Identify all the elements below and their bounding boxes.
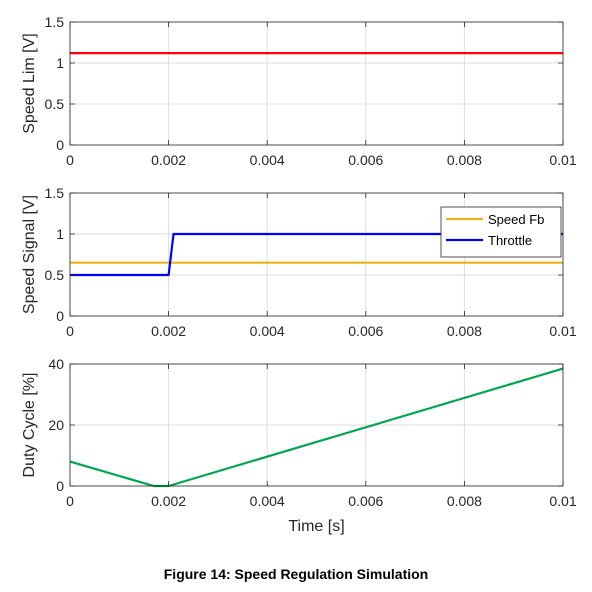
x-tick-label: 0.008 (447, 493, 482, 509)
y-tick-label: 1.5 (45, 14, 65, 30)
y-tick-label: 1.5 (45, 185, 65, 201)
x-tick-label: 0.002 (151, 493, 186, 509)
x-tick-label: 0.004 (250, 493, 285, 509)
subplot-3: 0 0.002 0.004 0.006 0.008 0.01 0 20 40 Duty Cycle… (21, 356, 577, 535)
x-tick-label: 0.002 (151, 152, 186, 168)
y-tick-label: 20 (48, 417, 64, 433)
y-tick-label: 1 (56, 226, 64, 242)
legend-label: Throttle (488, 233, 532, 248)
y-tick-label: 40 (48, 356, 64, 372)
x-tick-label: 0.01 (549, 493, 576, 509)
series-line-1 (69, 367, 564, 488)
x-tick-label: 0.006 (348, 323, 383, 339)
x-tick-label: 0 (66, 152, 74, 168)
y-tick-label: 0.5 (45, 96, 65, 112)
axes-box (69, 21, 564, 146)
legend-box (440, 206, 562, 258)
y-tick-label: 0 (56, 137, 64, 153)
legend-label: Speed Fb (488, 212, 544, 227)
axes-box (69, 192, 564, 317)
x-tick-label: 0.008 (447, 152, 482, 168)
legend: Speed Fb Throttle (440, 206, 562, 258)
y-tick-label: 0 (56, 478, 64, 494)
subplot-1: 0 0.002 0.004 0.006 0.008 0.01 0 0.5 1 1.5 Speed L… (21, 14, 577, 168)
x-tick-label: 0.01 (549, 152, 576, 168)
x-tick-label: 0.004 (250, 323, 285, 339)
x-tick-label: 0 (66, 323, 74, 339)
x-tick-label: 0.01 (549, 323, 576, 339)
x-tick-label: 0.008 (447, 323, 482, 339)
y-tick-label: 0 (56, 308, 64, 324)
x-tick-label: 0.002 (151, 323, 186, 339)
y-tick-label: 0.5 (45, 267, 65, 283)
x-tick-label: 0.004 (250, 152, 285, 168)
figure-caption: Figure 14: Speed Regulation Simulation (163, 566, 429, 582)
x-axis-label: Time [s] (288, 518, 344, 535)
series-line-throttle (70, 232, 563, 277)
y-axis-label: Speed Lim [V] (21, 33, 38, 134)
x-tick-label: 0.006 (348, 493, 383, 509)
x-tick-label: 0 (66, 493, 74, 509)
y-axis-label: Duty Cycle [%] (21, 373, 38, 478)
y-axis-label: Speed Signal [V] (21, 195, 38, 314)
x-tick-label: 0.006 (348, 152, 383, 168)
subplot-2: 0 0.002 0.004 0.006 0.008 0.01 0 0.5 1 1.5 Speed S… (21, 185, 577, 339)
y-tick-label: 1 (56, 55, 64, 71)
